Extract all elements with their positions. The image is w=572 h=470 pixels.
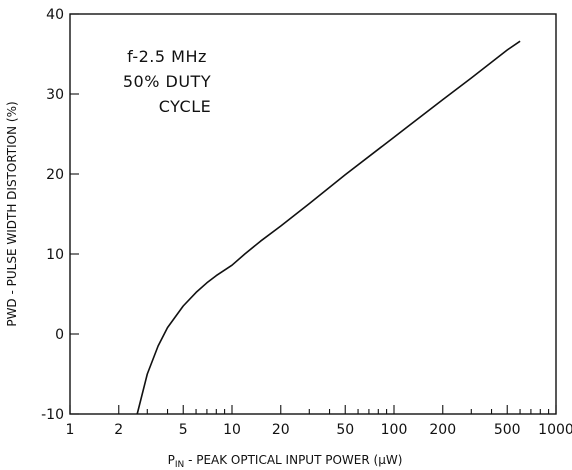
plot-frame: [69, 13, 557, 415]
x-tick-label-50: 50: [336, 422, 354, 438]
y-tick-label-20: 20: [46, 167, 64, 183]
x-tick-label-10: 10: [223, 422, 241, 438]
y-tick-label-10: 10: [46, 247, 64, 263]
annotation-line-duty: 50% DUTY: [123, 72, 211, 91]
y-tick-label-40: 40: [46, 7, 64, 23]
x-axis-tick-labels: 1 2 5 10 20 50 100 200 500 1000: [66, 422, 572, 438]
x-tick-label-20: 20: [272, 422, 290, 438]
x-tick-label-200: 200: [429, 422, 456, 438]
y-axis-label: PWD - PULSE WIDTH DISTORTION (%): [5, 101, 19, 326]
y-tick-label-30: 30: [46, 87, 64, 103]
series-line-0: [136, 40, 521, 415]
y-axis-tick-labels: -10 0 10 20 30 40: [41, 7, 64, 423]
x-tick-label-500: 500: [494, 422, 521, 438]
x-axis-label-rest: - PEAK OPTICAL INPUT POWER (μW): [184, 453, 402, 467]
x-tick-label-1: 1: [66, 422, 75, 438]
series-layer: [136, 40, 521, 415]
chart-annotation: f-2.5 MHz 50% DUTY CYCLE: [123, 47, 211, 116]
x-axis-label: PIN - PEAK OPTICAL INPUT POWER (μW): [168, 453, 403, 470]
x-axis-label-subscript: IN: [175, 460, 184, 470]
plot-border: [69, 13, 557, 415]
x-axis-label-main: P: [168, 453, 175, 467]
x-tick-label-5: 5: [179, 422, 188, 438]
x-tick-label-2: 2: [114, 422, 123, 438]
annotation-line-cycle: CYCLE: [159, 97, 211, 116]
x-tick-label-100: 100: [381, 422, 408, 438]
x-axis-ticks: [69, 405, 557, 414]
y-axis-ticks: [70, 13, 79, 415]
annotation-line-frequency: f-2.5 MHz: [127, 47, 207, 66]
y-tick-label-0: 0: [55, 327, 64, 343]
x-tick-label-1000: 1000: [538, 422, 572, 438]
y-tick-label--10: -10: [41, 407, 64, 423]
